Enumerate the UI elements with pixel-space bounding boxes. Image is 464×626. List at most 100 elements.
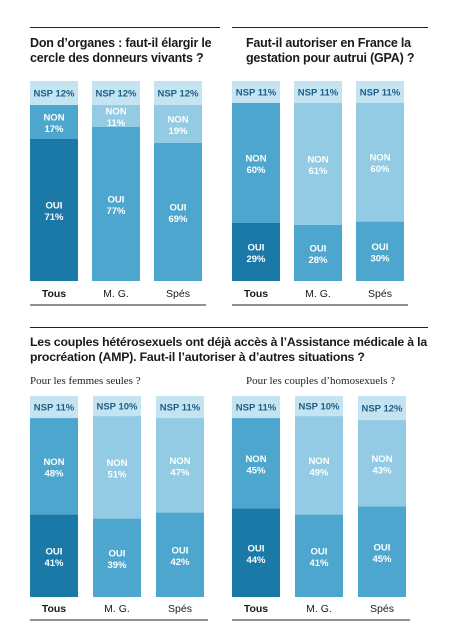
label-nsp-gpa-1: NSP 11% <box>298 88 339 99</box>
label-nsp-organes-1: NSP 12% <box>95 89 137 100</box>
label-nsp-amp_femmes-2: NSP 11% <box>160 403 201 414</box>
bar-non-gpa-0 <box>232 103 280 223</box>
label-oui-value-amp_homos-1: 41% <box>309 558 329 569</box>
label-oui-name-amp_homos-0: OUI <box>248 543 265 554</box>
label-non-value-organes-0: 17% <box>44 124 64 135</box>
bar-oui-amp_femmes-0 <box>30 514 78 597</box>
label-non-name-gpa-1: NON <box>307 155 328 166</box>
label-nsp-organes-0: NSP 12% <box>33 89 75 100</box>
panel-title-organes: Don d’organes : faut-il élargir le cercl… <box>30 36 212 65</box>
bar-oui-gpa-0 <box>232 223 280 281</box>
label-oui-name-organes-1: OUI <box>108 195 125 206</box>
label-nsp-organes-2: NSP 12% <box>157 89 199 100</box>
bar-nsp-gpa-0 <box>232 81 280 103</box>
bar-nsp-organes-2 <box>154 81 202 105</box>
label-oui-name-gpa-1: OUI <box>310 244 327 255</box>
bar-nsp-gpa-1 <box>294 81 342 103</box>
bar-oui-amp_homos-2 <box>358 506 406 597</box>
label-oui-name-amp_femmes-0: OUI <box>46 546 63 557</box>
label-oui-value-amp_femmes-0: 41% <box>44 558 64 569</box>
bar-non-amp_homos-1 <box>295 416 343 515</box>
bar-nsp-amp_homos-2 <box>358 396 406 421</box>
label-oui-value-organes-0: 71% <box>44 212 64 223</box>
label-non-name-amp_femmes-0: NON <box>43 457 64 468</box>
label-non-name-organes-1: NON <box>105 107 126 118</box>
label-non-value-organes-2: 19% <box>168 126 188 137</box>
label-non-name-amp_homos-1: NON <box>308 456 329 467</box>
category-label-gpa-2: Spés <box>368 288 392 300</box>
label-non-value-amp_femmes-2: 47% <box>170 467 190 478</box>
label-nsp-gpa-2: NSP 11% <box>360 87 401 98</box>
label-oui-value-amp_femmes-1: 39% <box>107 560 127 571</box>
panel-subtitle-amp-femmes: Pour les femmes seules ? <box>30 375 141 387</box>
bar-nsp-amp_homos-0 <box>232 396 280 419</box>
label-non-value-amp_homos-1: 49% <box>309 467 329 478</box>
bar-oui-organes-0 <box>30 139 78 281</box>
bar-non-gpa-2 <box>356 102 404 222</box>
bar-nsp-gpa-2 <box>356 81 404 103</box>
bar-oui-amp_femmes-2 <box>156 512 204 597</box>
label-oui-name-amp_homos-1: OUI <box>311 546 328 557</box>
label-oui-value-amp_femmes-2: 42% <box>170 557 190 568</box>
label-oui-name-organes-2: OUI <box>170 203 187 214</box>
bar-non-amp_femmes-0 <box>30 418 78 515</box>
label-non-value-gpa-1: 61% <box>308 166 328 177</box>
bar-nsp-amp_homos-1 <box>295 396 343 417</box>
label-oui-value-gpa-0: 29% <box>246 254 266 265</box>
label-oui-value-organes-2: 69% <box>168 214 188 225</box>
bar-non-amp_homos-2 <box>358 420 406 507</box>
bar-oui-amp_homos-1 <box>295 514 343 597</box>
label-nsp-amp_femmes-1: NSP 10% <box>96 402 138 413</box>
label-non-value-gpa-2: 60% <box>370 164 390 175</box>
section-rule <box>30 327 428 328</box>
label-oui-value-organes-1: 77% <box>106 206 126 217</box>
label-non-name-amp_homos-0: NON <box>245 454 266 465</box>
label-oui-name-gpa-0: OUI <box>248 243 265 254</box>
label-oui-value-gpa-2: 30% <box>370 253 390 264</box>
bar-oui-gpa-2 <box>356 221 404 281</box>
label-nsp-amp_homos-0: NSP 11% <box>236 403 277 414</box>
bar-nsp-amp_femmes-2 <box>156 396 204 419</box>
label-oui-name-organes-0: OUI <box>46 201 63 212</box>
label-oui-value-amp_homos-2: 45% <box>372 554 392 565</box>
top-rule-right <box>232 27 428 28</box>
label-non-name-amp_femmes-1: NON <box>106 458 127 469</box>
label-oui-name-amp_femmes-1: OUI <box>109 548 126 559</box>
bar-non-organes-0 <box>30 105 78 139</box>
bar-oui-organes-2 <box>154 143 202 281</box>
label-non-name-gpa-2: NON <box>369 153 390 164</box>
section-title: Les couples hétérosexuels ont déjà accès… <box>30 335 427 364</box>
category-label-organes-2: Spés <box>166 288 190 300</box>
category-label-amp_femmes-0: Tous <box>42 603 66 615</box>
category-label-organes-0: Tous <box>42 288 66 300</box>
label-oui-name-amp_femmes-2: OUI <box>172 545 189 556</box>
bar-nsp-organes-1 <box>92 81 140 105</box>
category-label-gpa-1: M. G. <box>305 288 331 300</box>
label-non-value-amp_femmes-1: 51% <box>107 469 127 480</box>
label-oui-value-gpa-1: 28% <box>308 255 328 266</box>
label-nsp-amp_homos-1: NSP 10% <box>298 402 340 413</box>
label-non-value-amp_femmes-0: 48% <box>44 468 64 479</box>
label-nsp-amp_homos-2: NSP 12% <box>361 404 403 415</box>
label-non-name-gpa-0: NON <box>245 154 266 165</box>
bar-nsp-amp_femmes-0 <box>30 396 78 419</box>
top-rule-left <box>30 27 220 28</box>
panel-title-gpa: Faut-il autoriser en France la gestation… <box>246 36 415 65</box>
label-non-value-gpa-0: 60% <box>246 165 266 176</box>
category-label-amp_homos-0: Tous <box>244 603 268 615</box>
label-non-value-amp_homos-2: 43% <box>372 465 392 476</box>
bar-non-amp_femmes-1 <box>93 416 141 519</box>
bar-nsp-organes-0 <box>30 81 78 105</box>
bar-oui-organes-1 <box>92 127 140 281</box>
label-oui-name-amp_homos-2: OUI <box>374 542 391 553</box>
label-non-name-amp_homos-2: NON <box>371 454 392 465</box>
bar-nsp-amp_femmes-1 <box>93 396 141 417</box>
label-nsp-amp_femmes-0: NSP 11% <box>34 403 75 414</box>
category-label-organes-1: M. G. <box>103 288 129 300</box>
label-oui-value-amp_homos-0: 44% <box>246 555 266 566</box>
category-label-amp_femmes-1: M. G. <box>104 603 130 615</box>
bar-non-gpa-1 <box>294 103 342 225</box>
